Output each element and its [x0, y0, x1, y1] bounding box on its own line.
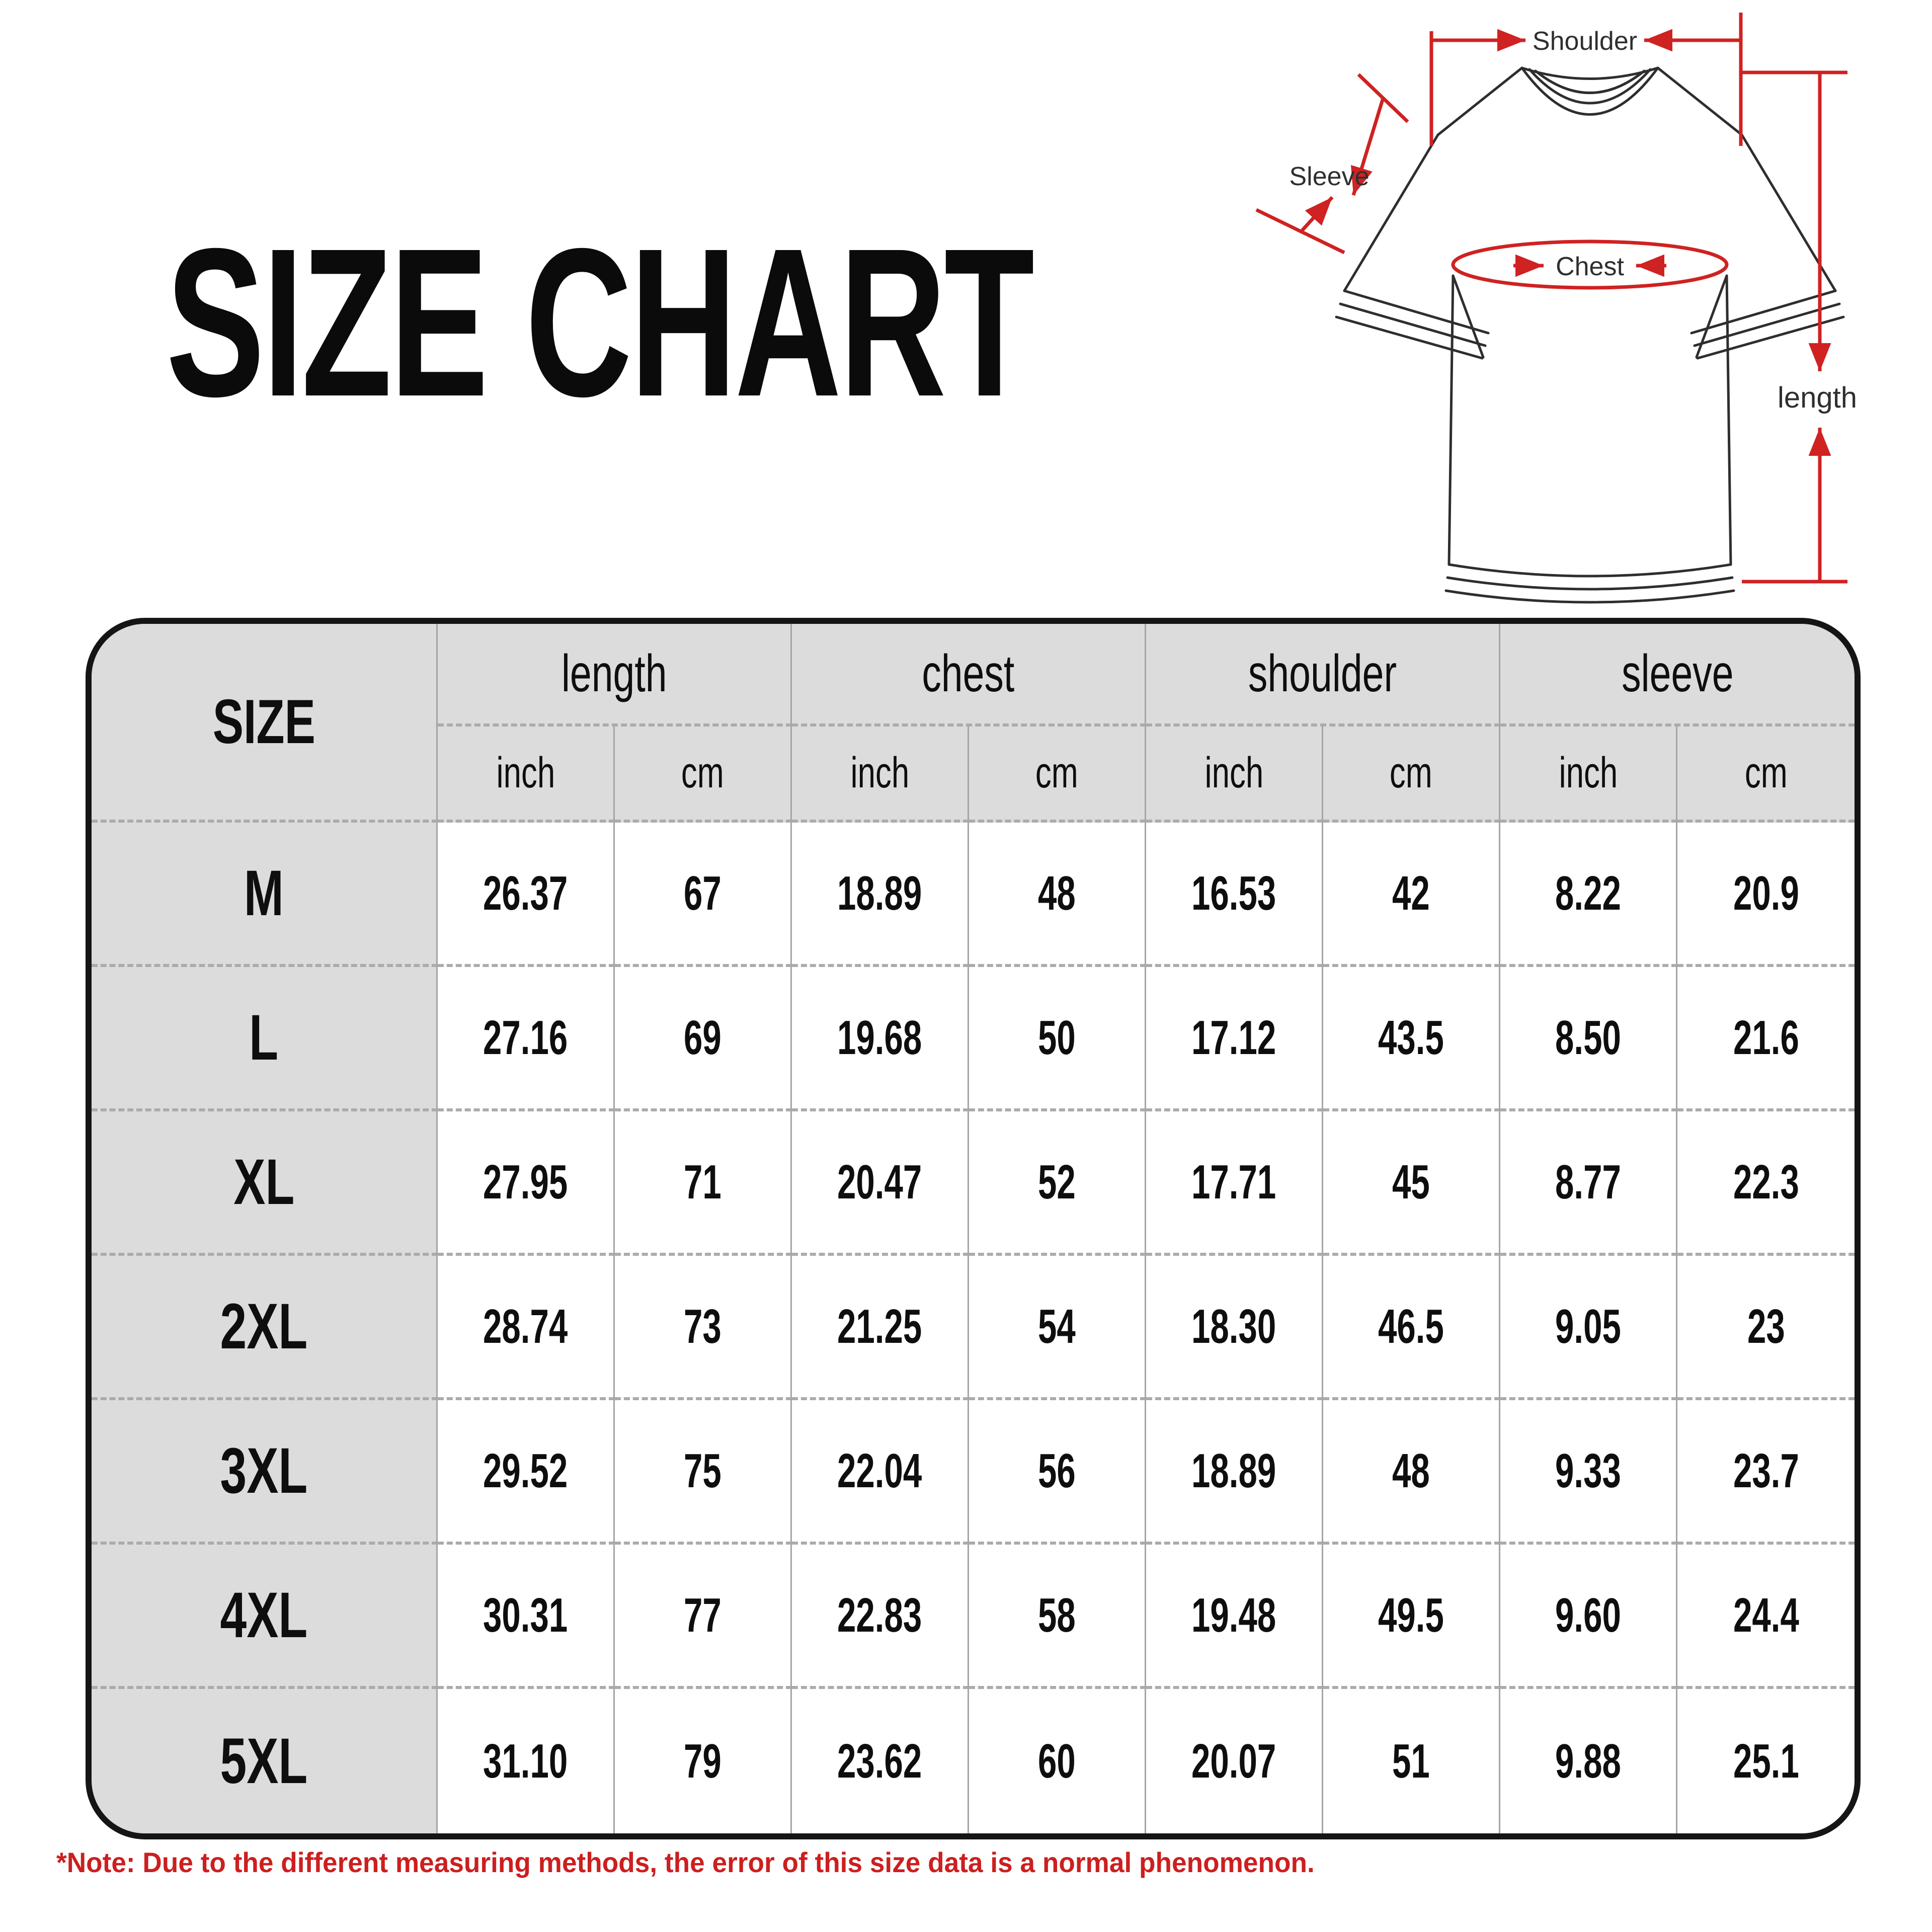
table-cell: 60	[969, 1689, 1146, 1833]
table-cell: 18.30	[1146, 1256, 1323, 1400]
table-cell: 75	[615, 1400, 792, 1545]
table-cell: 20.9	[1677, 823, 1855, 967]
sub-header-length-inch: inch	[438, 727, 615, 823]
sub-header-shoulder-cm: cm	[1323, 727, 1500, 823]
length-dimension: length	[1742, 70, 1857, 584]
size-chart-table: SIZE length chest shoulder sleeve inch c…	[86, 618, 1861, 1839]
table-cell: 16.53	[1146, 823, 1323, 967]
table-cell: 28.74	[438, 1256, 615, 1400]
table-cell: 73	[615, 1256, 792, 1400]
chest-dimension: Chest	[1451, 239, 1729, 290]
table-cell: 21.25	[792, 1256, 969, 1400]
sleeve-label: Sleeve	[1290, 162, 1370, 191]
table-cell: 9.60	[1500, 1545, 1677, 1689]
table-cell: 27.95	[438, 1111, 615, 1256]
table-cell: 9.88	[1500, 1689, 1677, 1833]
size-label-m: M	[92, 823, 438, 967]
group-header-length: length	[438, 624, 792, 727]
table-cell: 48	[969, 823, 1146, 967]
tshirt-outline	[1335, 66, 1845, 604]
table-cell: 52	[969, 1111, 1146, 1256]
table-cell: 49.5	[1323, 1545, 1500, 1689]
table-cell: 17.12	[1146, 967, 1323, 1111]
page-title: SIZE CHART	[166, 205, 1034, 441]
table-cell: 8.77	[1500, 1111, 1677, 1256]
table-cell: 22.83	[792, 1545, 969, 1689]
table-cell: 23.7	[1677, 1400, 1855, 1545]
table-cell: 19.68	[792, 967, 969, 1111]
table-cell: 23	[1677, 1256, 1855, 1400]
table-cell: 77	[615, 1545, 792, 1689]
table-cell: 54	[969, 1256, 1146, 1400]
table-cell: 30.31	[438, 1545, 615, 1689]
table-cell: 18.89	[1146, 1400, 1323, 1545]
table-cell: 19.48	[1146, 1545, 1323, 1689]
size-label-xl: XL	[92, 1111, 438, 1256]
size-label-l: L	[92, 967, 438, 1111]
size-label-4xl: 4XL	[92, 1545, 438, 1689]
table-cell: 18.89	[792, 823, 969, 967]
table-cell: 8.22	[1500, 823, 1677, 967]
shoulder-dimension: Shoulder	[1429, 13, 1743, 146]
group-header-shoulder: shoulder	[1146, 624, 1500, 727]
table-cell: 58	[969, 1545, 1146, 1689]
sub-header-length-cm: cm	[615, 727, 792, 823]
table-cell: 29.52	[438, 1400, 615, 1545]
table-cell: 45	[1323, 1111, 1500, 1256]
measurement-note: *Note: Due to the different measuring me…	[56, 1846, 1315, 1878]
table-cell: 27.16	[438, 967, 615, 1111]
table-cell: 51	[1323, 1689, 1500, 1833]
length-label: length	[1778, 381, 1857, 414]
sub-header-chest-cm: cm	[969, 727, 1146, 823]
table-cell: 8.50	[1500, 967, 1677, 1111]
sub-header-chest-inch: inch	[792, 727, 969, 823]
table-cell: 79	[615, 1689, 792, 1833]
table-cell: 25.1	[1677, 1689, 1855, 1833]
table-cell: 17.71	[1146, 1111, 1323, 1256]
sub-header-shoulder-inch: inch	[1146, 727, 1323, 823]
group-header-sleeve: sleeve	[1500, 624, 1855, 727]
table-cell: 24.4	[1677, 1545, 1855, 1689]
size-column-header: SIZE	[92, 624, 438, 823]
table-cell: 56	[969, 1400, 1146, 1545]
tshirt-measurement-diagram: Shoulder Sleeve Chest length	[1255, 13, 1857, 604]
table-cell: 9.33	[1500, 1400, 1677, 1545]
sub-header-sleeve-cm: cm	[1677, 727, 1855, 823]
table-cell: 71	[615, 1111, 792, 1256]
table-cell: 9.05	[1500, 1256, 1677, 1400]
table-cell: 21.6	[1677, 967, 1855, 1111]
table-cell: 46.5	[1323, 1256, 1500, 1400]
table-cell: 69	[615, 967, 792, 1111]
table-cell: 22.04	[792, 1400, 969, 1545]
size-label-5xl: 5XL	[92, 1689, 438, 1833]
table-cell: 50	[969, 967, 1146, 1111]
sleeve-dimension: Sleeve	[1255, 73, 1409, 255]
sub-header-sleeve-inch: inch	[1500, 727, 1677, 823]
table-cell: 22.3	[1677, 1111, 1855, 1256]
size-label-3xl: 3XL	[92, 1400, 438, 1545]
table-cell: 67	[615, 823, 792, 967]
table-cell: 42	[1323, 823, 1500, 967]
size-label-2xl: 2XL	[92, 1256, 438, 1400]
table-cell: 31.10	[438, 1689, 615, 1833]
group-header-chest: chest	[792, 624, 1146, 727]
chest-label: Chest	[1556, 252, 1624, 281]
table-cell: 26.37	[438, 823, 615, 967]
table-cell: 20.47	[792, 1111, 969, 1256]
table-cell: 23.62	[792, 1689, 969, 1833]
shoulder-label: Shoulder	[1533, 27, 1637, 56]
table-cell: 48	[1323, 1400, 1500, 1545]
table-cell: 43.5	[1323, 967, 1500, 1111]
table-cell: 20.07	[1146, 1689, 1323, 1833]
